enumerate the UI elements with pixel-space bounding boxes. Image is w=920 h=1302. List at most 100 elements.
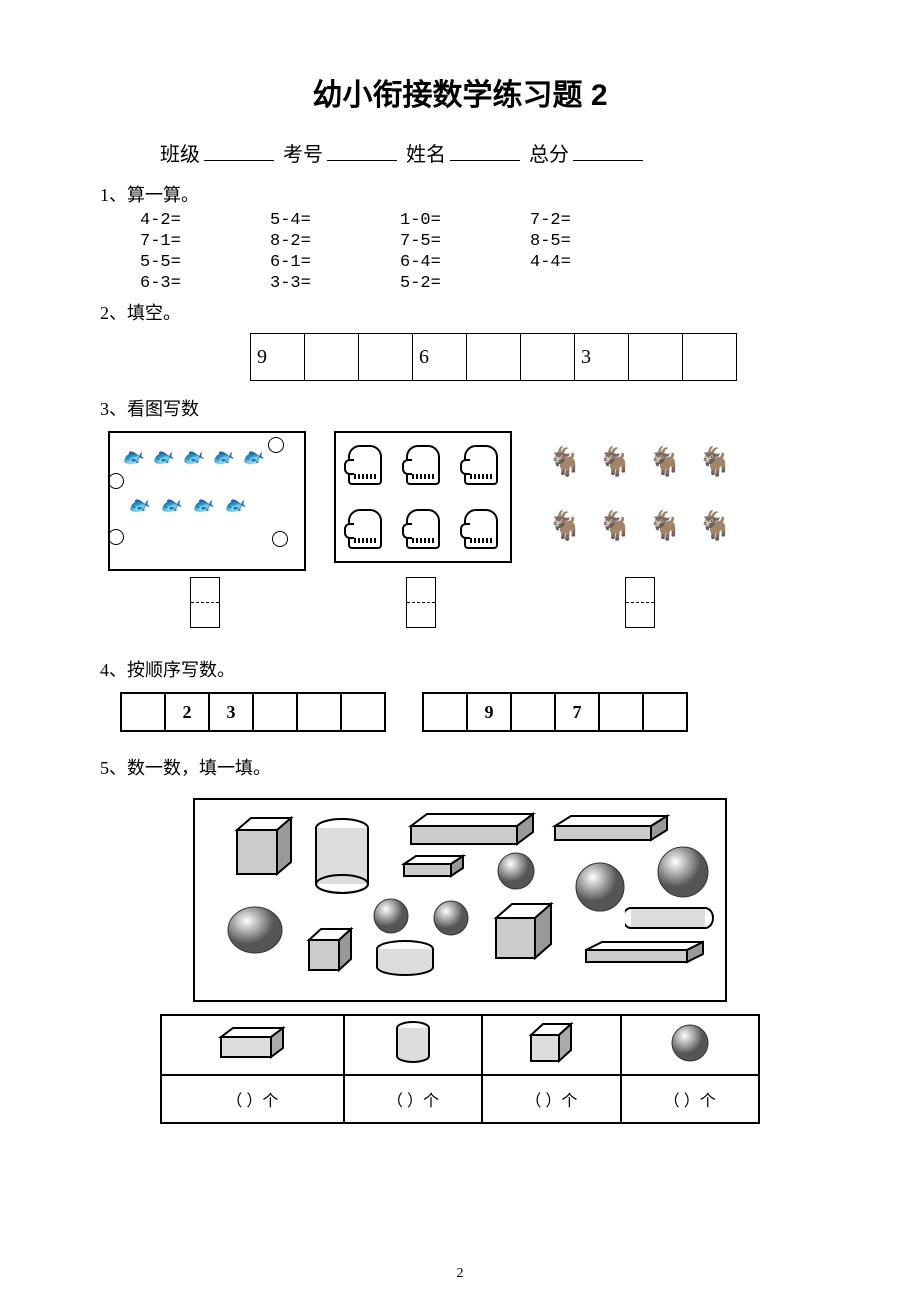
sequence-b: 9 7: [422, 692, 688, 732]
shape-header-cube: [482, 1015, 620, 1075]
goat-icon: 🐐: [548, 513, 583, 541]
bubble-icon: [272, 531, 288, 547]
shape-header-cylinder: [344, 1015, 482, 1075]
seq-cell[interactable]: [341, 693, 385, 731]
arith-cell: 5-4=: [270, 211, 390, 230]
seq-cell[interactable]: [599, 693, 643, 731]
fish-box: 🐟 🐟 🐟 🐟 🐟 🐟 🐟 🐟 🐟: [108, 431, 306, 571]
q4-sequences: 2 3 9 7: [100, 692, 820, 732]
answer-box[interactable]: [625, 577, 655, 628]
goats-box: 🐐 🐐 🐐 🐐 🐐 🐐 🐐 🐐: [540, 431, 740, 559]
cylinder-icon: [625, 906, 715, 930]
fill-cell[interactable]: 9: [251, 334, 305, 381]
mitten-icon: [464, 445, 498, 485]
sphere-icon: [371, 896, 411, 936]
fish-icon: 🐟: [119, 444, 147, 471]
seq-cell[interactable]: [423, 693, 467, 731]
name-blank[interactable]: [450, 140, 520, 161]
cuboid-icon: [231, 814, 297, 878]
arith-cell: 1-0=: [400, 211, 520, 230]
cube-icon: [491, 900, 557, 962]
bubble-icon: [268, 437, 284, 453]
q3-answer-row: [100, 577, 820, 628]
cylinder-icon: [373, 940, 437, 980]
class-blank[interactable]: [204, 140, 274, 161]
seq-cell[interactable]: 2: [165, 693, 209, 731]
seq-cell[interactable]: [121, 693, 165, 731]
count-answer-cell[interactable]: （ ）个: [161, 1075, 344, 1123]
cuboid-icon: [401, 854, 467, 880]
goat-icon: 🐐: [548, 449, 583, 477]
fill-blank-table: 9 6 3: [250, 333, 737, 381]
bubble-icon: [108, 529, 124, 545]
arith-cell: 5-2=: [400, 274, 520, 293]
answer-box[interactable]: [406, 577, 436, 628]
section-1-label: 1、算一算。: [100, 181, 820, 207]
fish-icon: 🐟: [149, 444, 177, 471]
section-5-label: 5、数一数，填一填。: [100, 754, 820, 780]
fish-icon: 🐟: [209, 444, 237, 471]
arith-cell: 4-2=: [140, 211, 260, 230]
fish-icon: 🐟: [157, 492, 185, 519]
examno-blank[interactable]: [327, 140, 397, 161]
section-2-label: 2、填空。: [100, 299, 820, 325]
sphere-icon: [225, 904, 285, 956]
fill-cell[interactable]: [305, 334, 359, 381]
arith-cell: 4-4=: [530, 253, 650, 272]
arith-cell: 8-2=: [270, 232, 390, 251]
fill-cell[interactable]: 3: [575, 334, 629, 381]
goat-icon: 🐐: [698, 513, 733, 541]
seq-cell[interactable]: 9: [467, 693, 511, 731]
seq-cell[interactable]: 7: [555, 693, 599, 731]
examno-label: 考号: [283, 144, 323, 166]
worksheet-page: 幼小衔接数学练习题 2 班级 考号 姓名 总分 1、算一算。 4-2= 5-4=…: [0, 0, 920, 1302]
mitten-icon: [348, 509, 382, 549]
seq-cell[interactable]: [643, 693, 687, 731]
q3-answer-slot: [540, 577, 740, 628]
goat-icon: 🐐: [698, 449, 733, 477]
fill-cell[interactable]: [359, 334, 413, 381]
arithmetic-grid: 4-2= 5-4= 1-0= 7-2= 7-1= 8-2= 7-5= 8-5= …: [100, 211, 820, 293]
arith-cell: 7-5=: [400, 232, 520, 251]
fill-cell[interactable]: 6: [413, 334, 467, 381]
arith-cell: 3-3=: [270, 274, 390, 293]
shape-header-sphere: [621, 1015, 759, 1075]
arith-cell: 6-1=: [270, 253, 390, 272]
cuboid-icon: [583, 940, 707, 966]
cuboid-icon: [217, 1025, 287, 1061]
goat-icon: 🐐: [648, 513, 683, 541]
fill-cell[interactable]: [683, 334, 737, 381]
goat-icon: 🐐: [598, 513, 633, 541]
arith-cell: 7-1=: [140, 232, 260, 251]
arith-cell: 7-2=: [530, 211, 650, 230]
fish-icon: 🐟: [125, 492, 153, 519]
student-info-line: 班级 考号 姓名 总分: [100, 138, 820, 167]
fill-cell[interactable]: [521, 334, 575, 381]
arith-cell: 6-4=: [400, 253, 520, 272]
total-blank[interactable]: [573, 140, 643, 161]
answer-box[interactable]: [190, 577, 220, 628]
cube-icon: [527, 1021, 575, 1065]
cube-icon: [305, 926, 355, 974]
count-answer-cell[interactable]: （ ）个: [482, 1075, 620, 1123]
count-answer-cell[interactable]: （ ）个: [344, 1075, 482, 1123]
sphere-icon: [669, 1022, 711, 1064]
count-answer-cell[interactable]: （ ）个: [621, 1075, 759, 1123]
arith-cell: 8-5=: [530, 232, 650, 251]
arith-cell: 5-5=: [140, 253, 260, 272]
mitten-icon: [406, 445, 440, 485]
seq-cell[interactable]: [511, 693, 555, 731]
seq-cell[interactable]: 3: [209, 693, 253, 731]
cylinder-icon: [393, 1020, 433, 1066]
q3-answer-slot: [108, 577, 302, 628]
fill-cell[interactable]: [629, 334, 683, 381]
cuboid-icon: [551, 814, 671, 844]
cuboid-icon: [407, 812, 537, 848]
fill-cell[interactable]: [467, 334, 521, 381]
mitten-icon: [464, 509, 498, 549]
seq-cell[interactable]: [297, 693, 341, 731]
seq-cell[interactable]: [253, 693, 297, 731]
section-3-label: 3、看图写数: [100, 395, 820, 421]
sphere-icon: [431, 898, 471, 938]
sphere-icon: [655, 844, 711, 900]
